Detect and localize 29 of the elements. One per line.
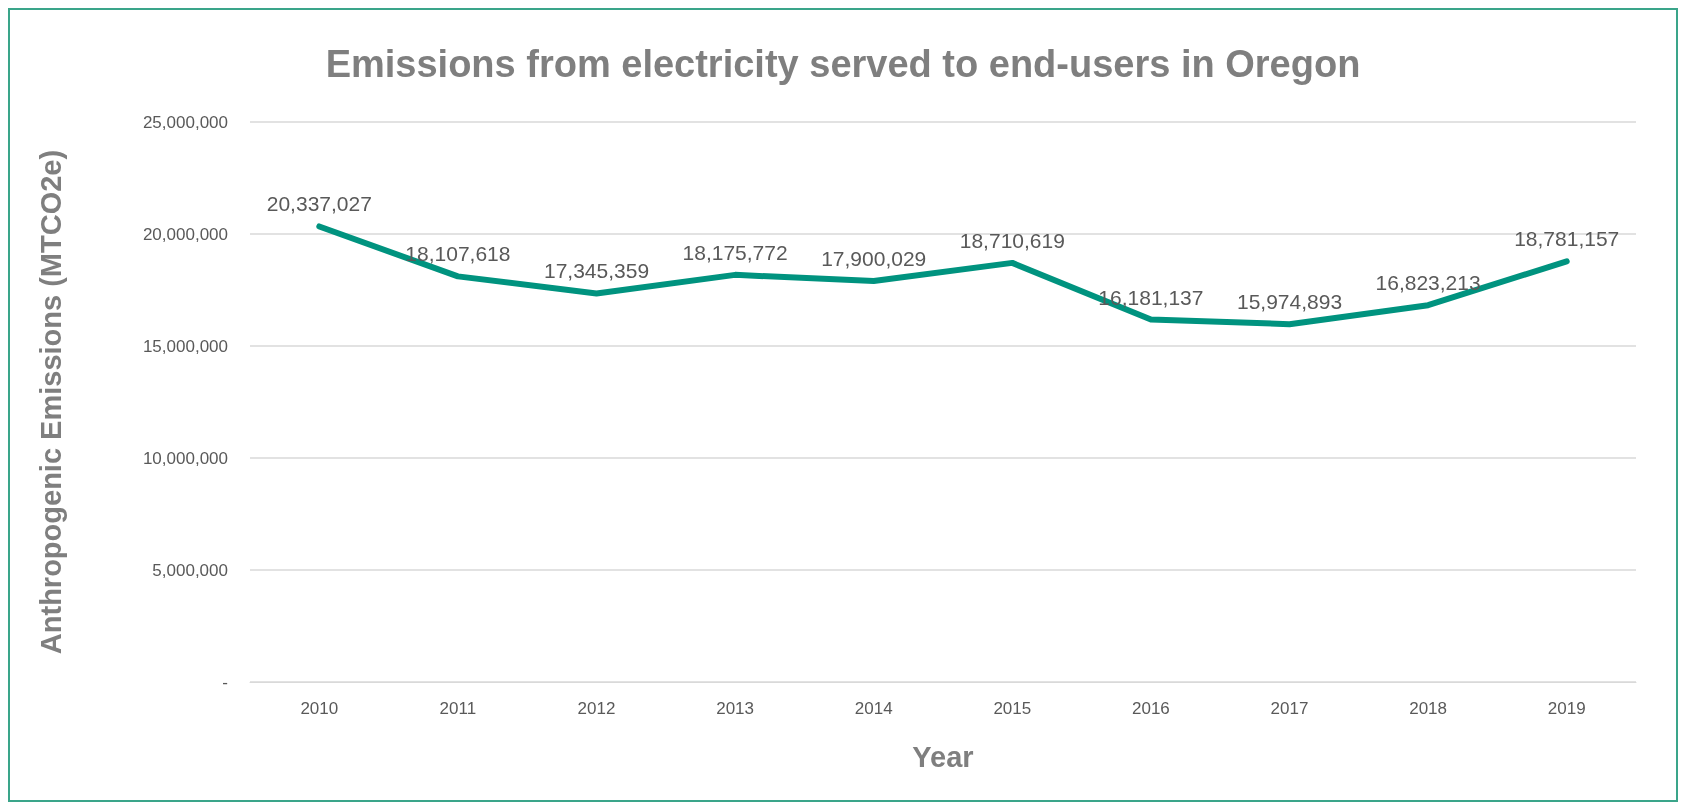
chart-title: Emissions from electricity served to end-users in Oregon	[325, 43, 1361, 85]
y-tick-label: 25,000,000	[142, 112, 228, 132]
data-label: 17,900,029	[821, 247, 927, 271]
x-tick-label: 2012	[577, 699, 616, 718]
y-axis-title: Anthropogenic Emissions (MTCO2e)	[34, 149, 67, 655]
data-label: 16,823,213	[1375, 271, 1481, 295]
y-tick-label: -	[222, 672, 228, 692]
x-tick-label: 2017	[1270, 699, 1309, 718]
y-tick-label: 20,000,000	[142, 224, 228, 244]
x-tick-label: 2014	[854, 699, 893, 718]
data-label: 17,345,359	[543, 259, 650, 283]
x-tick-label: 2010	[300, 699, 339, 718]
y-tick-label: 10,000,000	[142, 448, 228, 468]
x-tick-label: 2015	[993, 699, 1032, 718]
data-label: 18,175,772	[682, 240, 788, 264]
data-label: 18,107,618	[405, 242, 511, 266]
x-axis-title: Year	[912, 740, 974, 773]
data-label: 15,974,893	[1236, 290, 1343, 314]
x-tick-label: 2011	[439, 699, 477, 718]
x-tick-label: 2018	[1409, 699, 1448, 718]
data-label: 18,781,157	[1514, 227, 1620, 251]
x-tick-label: 2019	[1547, 699, 1586, 718]
x-tick-label: 2016	[1131, 699, 1170, 718]
data-label: 20,337,027	[266, 192, 372, 216]
data-label: 16,181,137	[1098, 285, 1204, 309]
data-label: 18,710,619	[959, 228, 1065, 252]
y-tick-label: 15,000,000	[142, 336, 228, 356]
x-tick-label: 2013	[716, 699, 755, 718]
y-tick-label: 5,000,000	[152, 560, 228, 580]
